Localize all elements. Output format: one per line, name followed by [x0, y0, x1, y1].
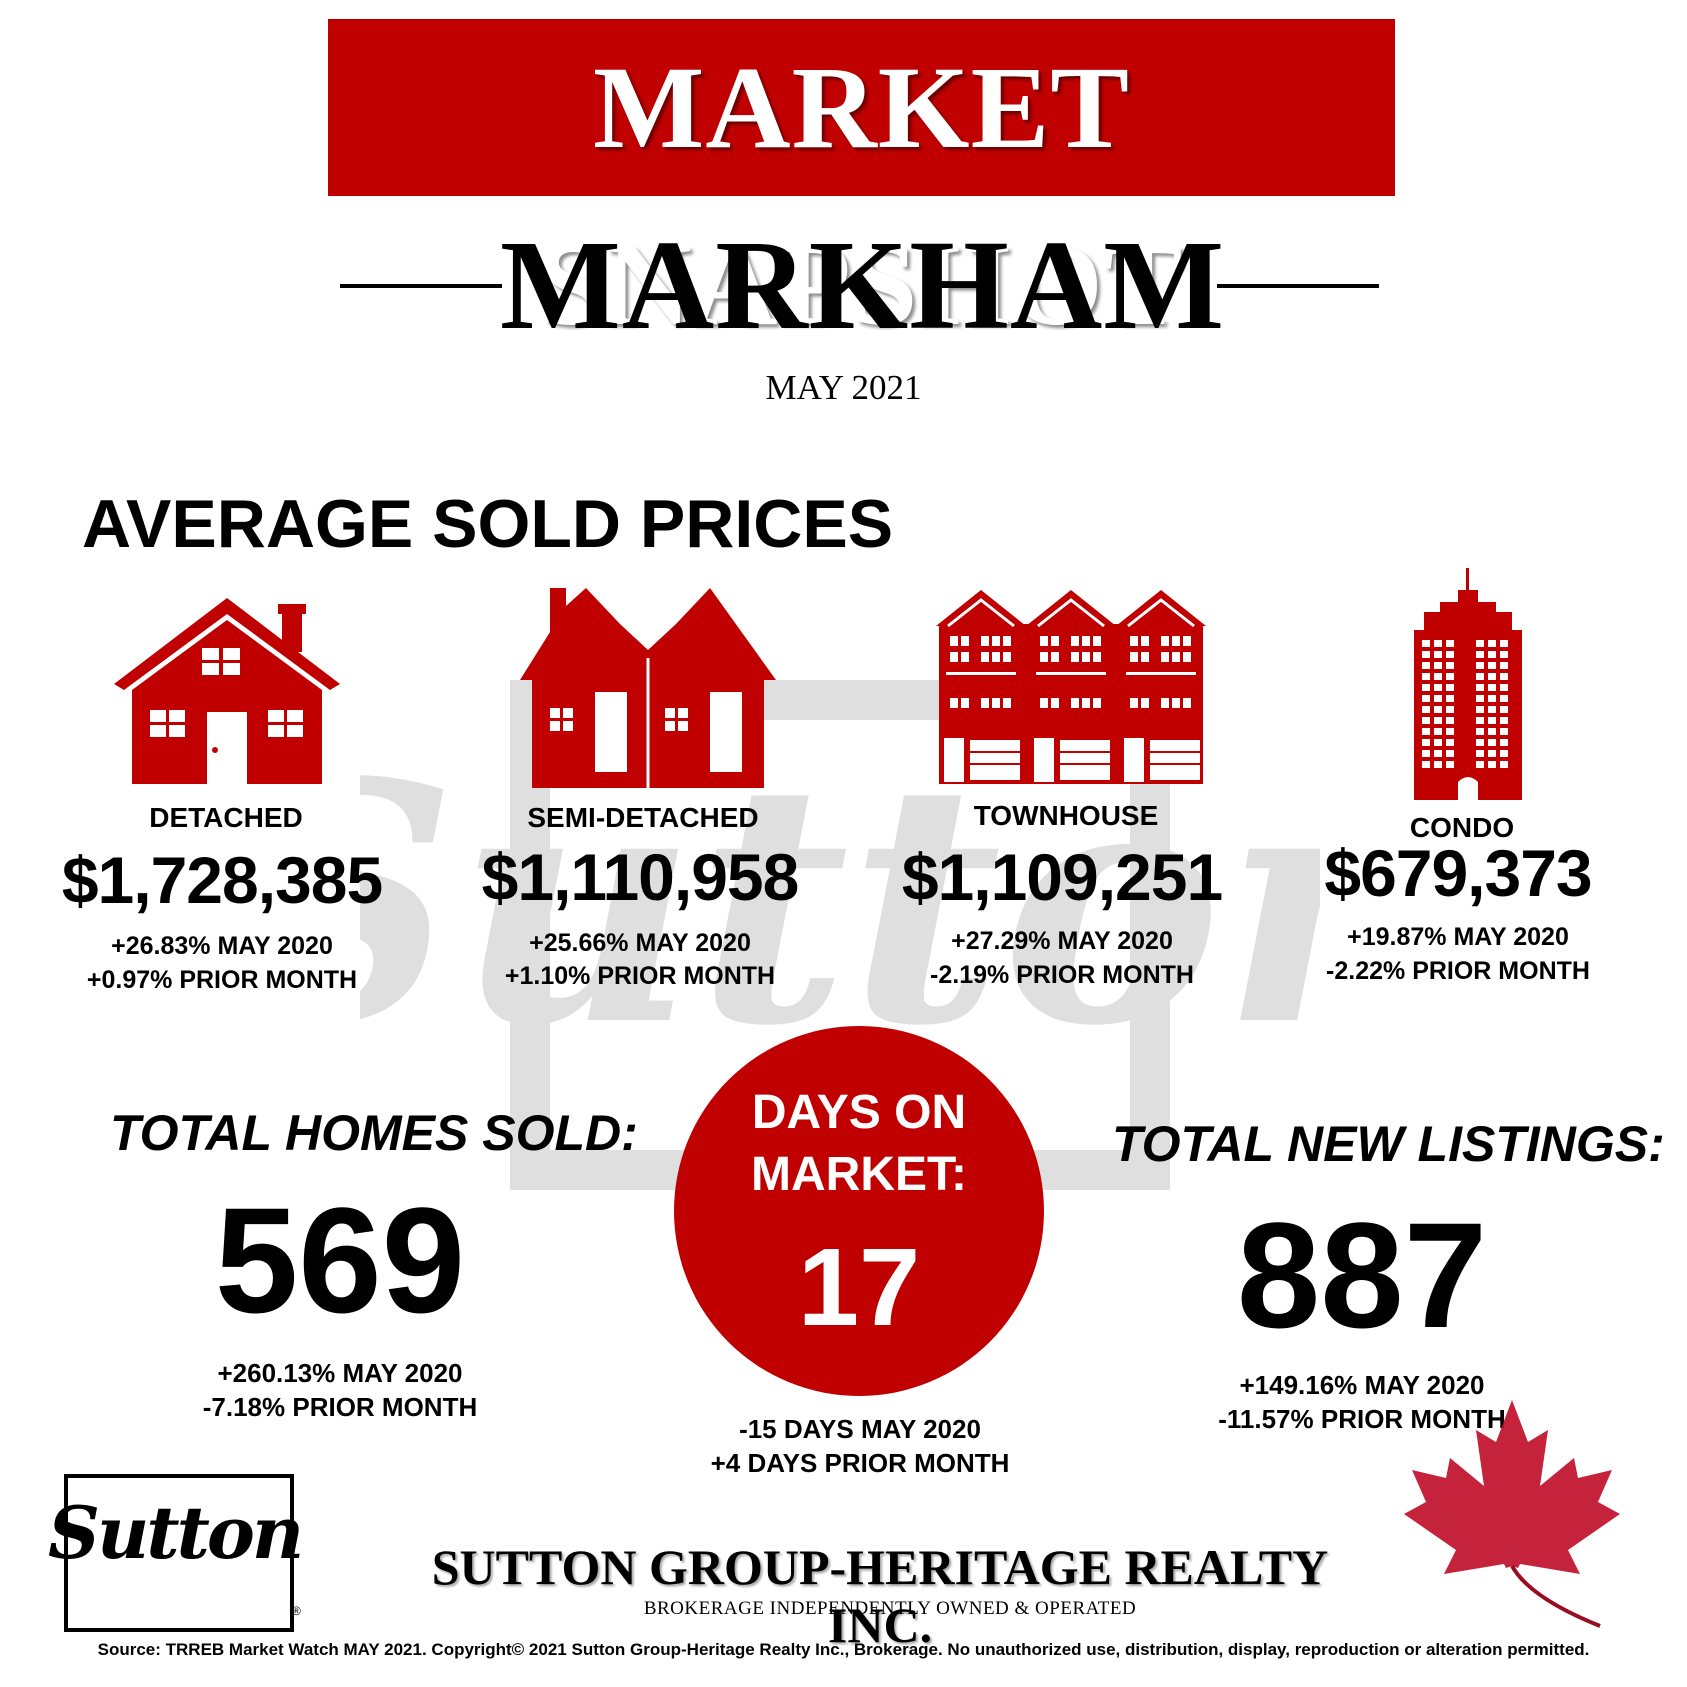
- divider-right: [1217, 284, 1379, 288]
- new-listings-title: TOTAL NEW LISTINGS:: [1112, 1116, 1665, 1172]
- days-on-market-title-line2: MARKET:: [751, 1148, 967, 1201]
- detached-label: DETACHED: [149, 802, 303, 833]
- townhouse-change-month: -2.19% PRIOR MONTH: [930, 961, 1194, 989]
- sutton-logo-frame: [64, 1474, 294, 1632]
- detached-price: $1,728,385: [61, 843, 383, 917]
- semi-detached-price: $1,110,958: [481, 840, 800, 914]
- city-name: MARKHAM: [500, 214, 1226, 356]
- new-listings-value: 887: [1236, 1191, 1488, 1359]
- new-listings-change-year: +149.16% MAY 2020: [1239, 1370, 1485, 1400]
- townhouse-change-year: +27.29% MAY 2020: [951, 927, 1173, 955]
- detached-change-year: +26.83% MAY 2020: [111, 932, 333, 960]
- registered-mark-icon: ®: [292, 1604, 301, 1618]
- detached-house-icon: [114, 598, 340, 784]
- section-heading: AVERAGE SOLD PRICES: [82, 486, 894, 562]
- condo-tower-icon: [1414, 568, 1522, 800]
- days-on-market-change-year: -15 DAYS MAY 2020: [739, 1414, 981, 1444]
- days-on-market-title-line1: DAYS ON: [751, 1086, 967, 1139]
- semi-detached-change-year: +25.66% MAY 2020: [529, 929, 751, 957]
- homes-sold-change-year: +260.13% MAY 2020: [217, 1358, 463, 1388]
- detached-change-month: +0.97% PRIOR MONTH: [86, 966, 358, 994]
- maple-leaf-icon: [1404, 1400, 1620, 1628]
- divider-left: [340, 284, 502, 288]
- townhouse-icon: [936, 590, 1206, 784]
- sutton-logo: Sutton: [48, 1490, 304, 1575]
- semi-detached-house-icon: [520, 588, 776, 788]
- homes-sold-title: TOTAL HOMES SOLD:: [110, 1105, 638, 1161]
- townhouse-label: TOWNHOUSE: [973, 800, 1159, 831]
- condo-price: $679,373: [1324, 836, 1592, 910]
- semi-detached-change-month: +1.10% PRIOR MONTH: [504, 962, 776, 990]
- source-note: Source: TRREB Market Watch MAY 2021. Cop…: [97, 1640, 1590, 1659]
- company-tagline: BROKERAGE INDEPENDENTLY OWNED & OPERATED: [643, 1598, 1137, 1619]
- condo-change-month: -2.22% PRIOR MONTH: [1326, 957, 1590, 985]
- days-on-market-title: DAYS ON MARKET:: [674, 1082, 1044, 1206]
- company-name: SUTTON GROUP-HERITAGE REALTY INC.: [431, 1539, 1329, 1653]
- homes-sold-value: 569: [214, 1176, 466, 1344]
- condo-change-year: +19.87% MAY 2020: [1347, 923, 1569, 951]
- title-banner: [328, 19, 1395, 196]
- homes-sold-change-month: -7.18% PRIOR MONTH: [202, 1392, 478, 1422]
- days-on-market-change-month: +4 DAYS PRIOR MONTH: [710, 1448, 1010, 1478]
- new-listings-change-month: -11.57% PRIOR MONTH: [1218, 1404, 1506, 1434]
- days-on-market-value: 17: [797, 1226, 921, 1349]
- semi-detached-label: SEMI-DETACHED: [527, 802, 759, 833]
- days-on-market-circle: [674, 1026, 1044, 1396]
- condo-label: CONDO: [1409, 812, 1515, 843]
- townhouse-price: $1,109,251: [901, 840, 1223, 914]
- page-title: MARKET SNAPSHOT: [539, 42, 1184, 350]
- report-date: MAY 2021: [765, 368, 922, 407]
